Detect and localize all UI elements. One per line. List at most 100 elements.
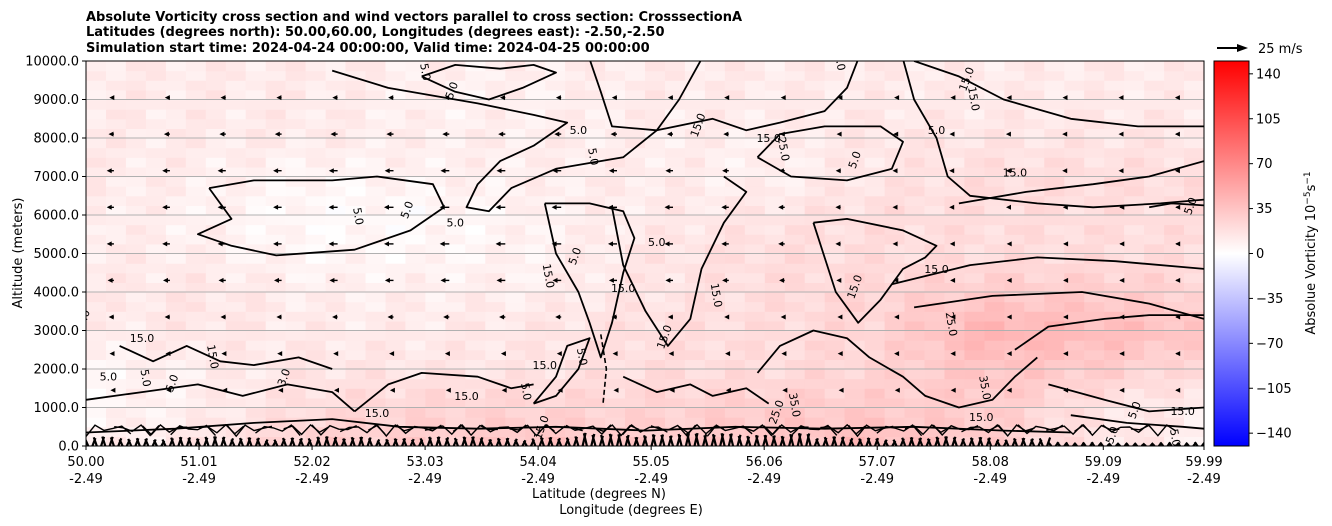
heatmap-cell (904, 176, 926, 187)
heatmap-cell (884, 417, 906, 428)
heatmap-cell (125, 282, 147, 293)
heatmap-cell (185, 205, 207, 216)
heatmap-cell (844, 359, 866, 370)
wind-vector-head (838, 387, 844, 393)
heatmap-cell (485, 359, 506, 370)
x-tick-label-longitude: -2.49 (182, 472, 216, 487)
heatmap-cell (645, 80, 666, 91)
heatmap-cell (265, 61, 287, 72)
heatmap-cell (844, 253, 866, 264)
heatmap-cell (1004, 70, 1025, 81)
heatmap-cell (485, 253, 506, 264)
heatmap-cell (345, 118, 367, 129)
heatmap-cell (824, 417, 846, 428)
heatmap-cell (784, 109, 806, 120)
terrain-contour-segment (746, 435, 752, 446)
heatmap-cell (325, 234, 347, 245)
heatmap-cell (425, 301, 446, 312)
heatmap-cell (684, 234, 706, 245)
contour-label: 5.0 (566, 246, 584, 267)
heatmap-cell (185, 301, 207, 312)
heatmap-cell (1164, 311, 1185, 322)
heatmap-cell (944, 234, 966, 245)
heatmap-cell (1004, 272, 1025, 283)
heatmap-cell (1124, 61, 1145, 72)
heatmap-cell (744, 61, 766, 72)
heatmap-cell (964, 99, 985, 110)
heatmap-cell (185, 70, 207, 81)
wind-vector-head (329, 277, 335, 283)
heatmap-cell (704, 272, 726, 283)
heatmap-cell (505, 205, 526, 216)
heatmap-cell (345, 186, 367, 197)
heatmap-cell (1184, 340, 1204, 351)
heatmap-cell (824, 407, 846, 418)
heatmap-cell (1044, 118, 1065, 129)
heatmap-cell (525, 157, 546, 168)
heatmap-cell (106, 99, 127, 110)
heatmap-cell (944, 426, 966, 437)
wind-vector-head (330, 131, 336, 137)
heatmap-cell (285, 147, 307, 158)
heatmap-cell (1044, 340, 1065, 351)
heatmap-cell (864, 407, 886, 418)
heatmap-cell (505, 417, 526, 428)
heatmap-cell (744, 243, 766, 255)
heatmap-cell (665, 349, 686, 360)
terrain-contour-segment (393, 438, 399, 446)
wind-vector-head (109, 351, 115, 357)
heatmap-cell (545, 359, 566, 370)
heatmap-cell (924, 388, 946, 399)
heatmap-cell (86, 397, 107, 409)
heatmap-cell (704, 330, 726, 341)
terrain-contour-segment (367, 437, 374, 446)
heatmap-cell (485, 330, 506, 341)
heatmap-cell (565, 195, 586, 206)
wind-vector-head (1175, 204, 1181, 210)
heatmap-cell (365, 138, 387, 149)
heatmap-cell (1064, 224, 1085, 235)
heatmap-cell (585, 205, 606, 216)
heatmap-cell (625, 407, 646, 418)
heatmap-cell (1084, 369, 1105, 380)
heatmap-cell (1104, 61, 1125, 72)
heatmap-cell (984, 436, 1005, 446)
heatmap-cell (405, 378, 426, 389)
heatmap-cell (1084, 99, 1105, 110)
heatmap-cell (625, 417, 646, 428)
heatmap-cell (485, 89, 506, 101)
terrain-contour-segment (342, 438, 348, 446)
heatmap-cell (485, 369, 506, 380)
terrain-contour-segment (1021, 437, 1027, 446)
heatmap-cell (944, 243, 966, 255)
heatmap-cell (784, 157, 806, 168)
wind-vector-head (667, 131, 672, 137)
heatmap-cell (1064, 205, 1085, 216)
heatmap-cell (485, 70, 506, 81)
heatmap-cell (445, 340, 466, 351)
heatmap-cell (445, 176, 466, 187)
heatmap-cell (585, 176, 606, 187)
heatmap-cell (744, 176, 766, 187)
heatmap-cell (844, 388, 866, 399)
terrain-contour-segment (135, 437, 141, 446)
heatmap-cell (924, 80, 946, 91)
terrain-contour-segment (238, 437, 245, 446)
heatmap-cell (1184, 99, 1204, 110)
heatmap-cell (345, 349, 367, 360)
heatmap-cell (445, 205, 466, 216)
heatmap-cell (784, 147, 806, 158)
terrain-contour-segment (419, 437, 425, 446)
heatmap-cell (1124, 320, 1145, 332)
heatmap-cell (1004, 282, 1025, 293)
heatmap-cell (465, 70, 486, 81)
heatmap-cell (445, 378, 466, 389)
heatmap-cell (245, 436, 267, 446)
wind-vector-head (1119, 277, 1125, 283)
colorbar-tick-label: 35 (1256, 202, 1273, 217)
heatmap-cell (86, 417, 107, 428)
heatmap-cell (545, 89, 566, 101)
heatmap-cell (165, 118, 187, 129)
heatmap-cell (165, 349, 187, 360)
